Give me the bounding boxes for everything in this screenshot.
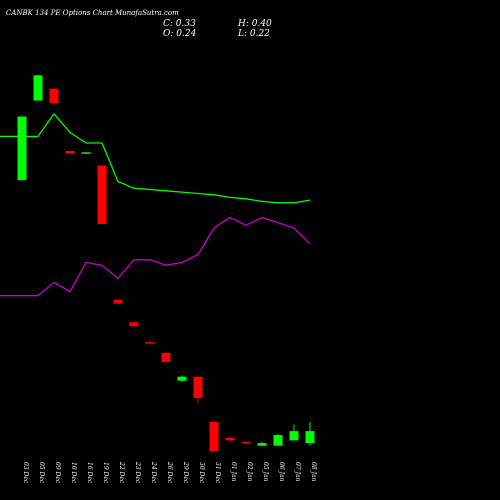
candle-body-23-dec bbox=[129, 322, 139, 327]
x-tick-label: 10 Dec bbox=[70, 462, 77, 484]
x-tick-label: 26 Dec bbox=[166, 461, 173, 484]
candle-body-06-jan bbox=[273, 435, 283, 446]
x-tick-label: 31 Dec bbox=[214, 462, 221, 484]
candle-body-30-dec bbox=[193, 376, 203, 398]
candle-body-05-jan bbox=[257, 443, 267, 446]
candle-body-31-dec bbox=[209, 421, 219, 452]
x-tick-label: 06 Jan bbox=[278, 462, 285, 482]
x-tick-label: 01 Jan bbox=[230, 462, 237, 482]
x-tick-label: 24 Dec bbox=[150, 461, 157, 484]
candle-body-24-dec bbox=[145, 342, 155, 344]
x-tick-label: 03 Dec bbox=[22, 462, 29, 484]
candle-body-29-dec bbox=[177, 376, 187, 381]
x-tick-label: 19 Dec bbox=[102, 462, 109, 484]
chart-title: CANBK 134 PE Options Chart MunafaSutra.c… bbox=[6, 9, 179, 17]
candle-body-26-dec bbox=[161, 352, 171, 363]
candle-body-05-dec bbox=[33, 75, 43, 101]
x-tick-label: 22 Dec bbox=[118, 461, 125, 484]
low-value: L: 0.22 bbox=[238, 29, 270, 39]
high-value: H: 0.40 bbox=[238, 19, 272, 29]
x-tick-label: 30 Dec bbox=[198, 462, 205, 484]
x-tick-label: 23 Dec bbox=[134, 461, 141, 484]
open-value: O: 0.24 bbox=[163, 29, 197, 39]
candle-body-10-dec bbox=[65, 150, 75, 154]
candle-body-19-dec bbox=[97, 165, 107, 224]
candle-body-01-jan bbox=[225, 437, 235, 441]
x-tick-label: 05 Jan bbox=[262, 462, 269, 482]
candle-body-08-jan bbox=[305, 431, 315, 444]
x-tick-label: 02 Jan bbox=[246, 462, 253, 482]
x-tick-label: 09 Dec bbox=[54, 462, 61, 484]
candle-body-09-dec bbox=[49, 88, 59, 104]
x-tick-label: 16 Dec bbox=[86, 462, 93, 484]
x-tick-label: 08 Jan bbox=[310, 462, 317, 482]
series-line-2 bbox=[0, 216, 311, 297]
candle-body-22-dec bbox=[113, 299, 123, 304]
close-value: C: 0.33 bbox=[163, 19, 196, 29]
candle-body-16-dec bbox=[81, 152, 91, 154]
candle-body-03-dec bbox=[17, 116, 27, 181]
x-tick-label: 05 Dec bbox=[38, 462, 45, 484]
x-tick-label: 07 Jan bbox=[294, 462, 301, 482]
series-line-1 bbox=[0, 112, 311, 204]
candle-body-02-jan bbox=[241, 441, 251, 444]
candle-body-07-jan bbox=[289, 431, 299, 441]
x-tick-label: 29 Dec bbox=[182, 461, 189, 484]
